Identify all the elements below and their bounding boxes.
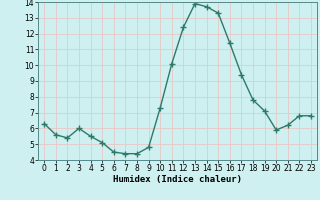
- X-axis label: Humidex (Indice chaleur): Humidex (Indice chaleur): [113, 175, 242, 184]
